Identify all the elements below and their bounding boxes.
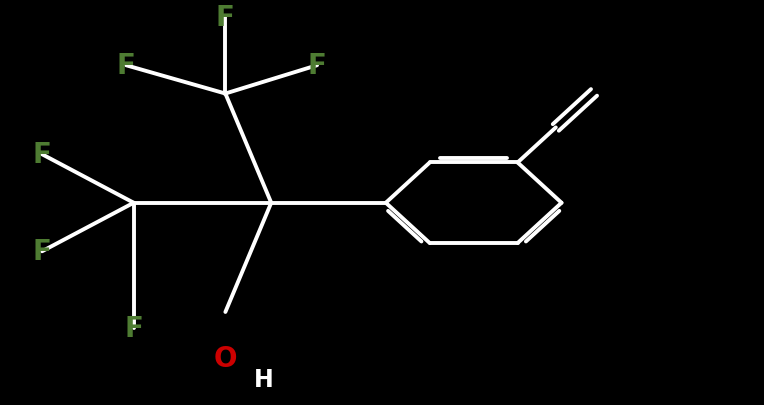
Text: F: F [33, 141, 51, 169]
Text: F: F [308, 52, 326, 80]
Text: F: F [125, 314, 143, 342]
Text: F: F [33, 238, 51, 266]
Text: H: H [254, 367, 274, 391]
Text: O: O [214, 345, 237, 373]
Text: F: F [117, 52, 135, 80]
Text: F: F [216, 4, 235, 32]
